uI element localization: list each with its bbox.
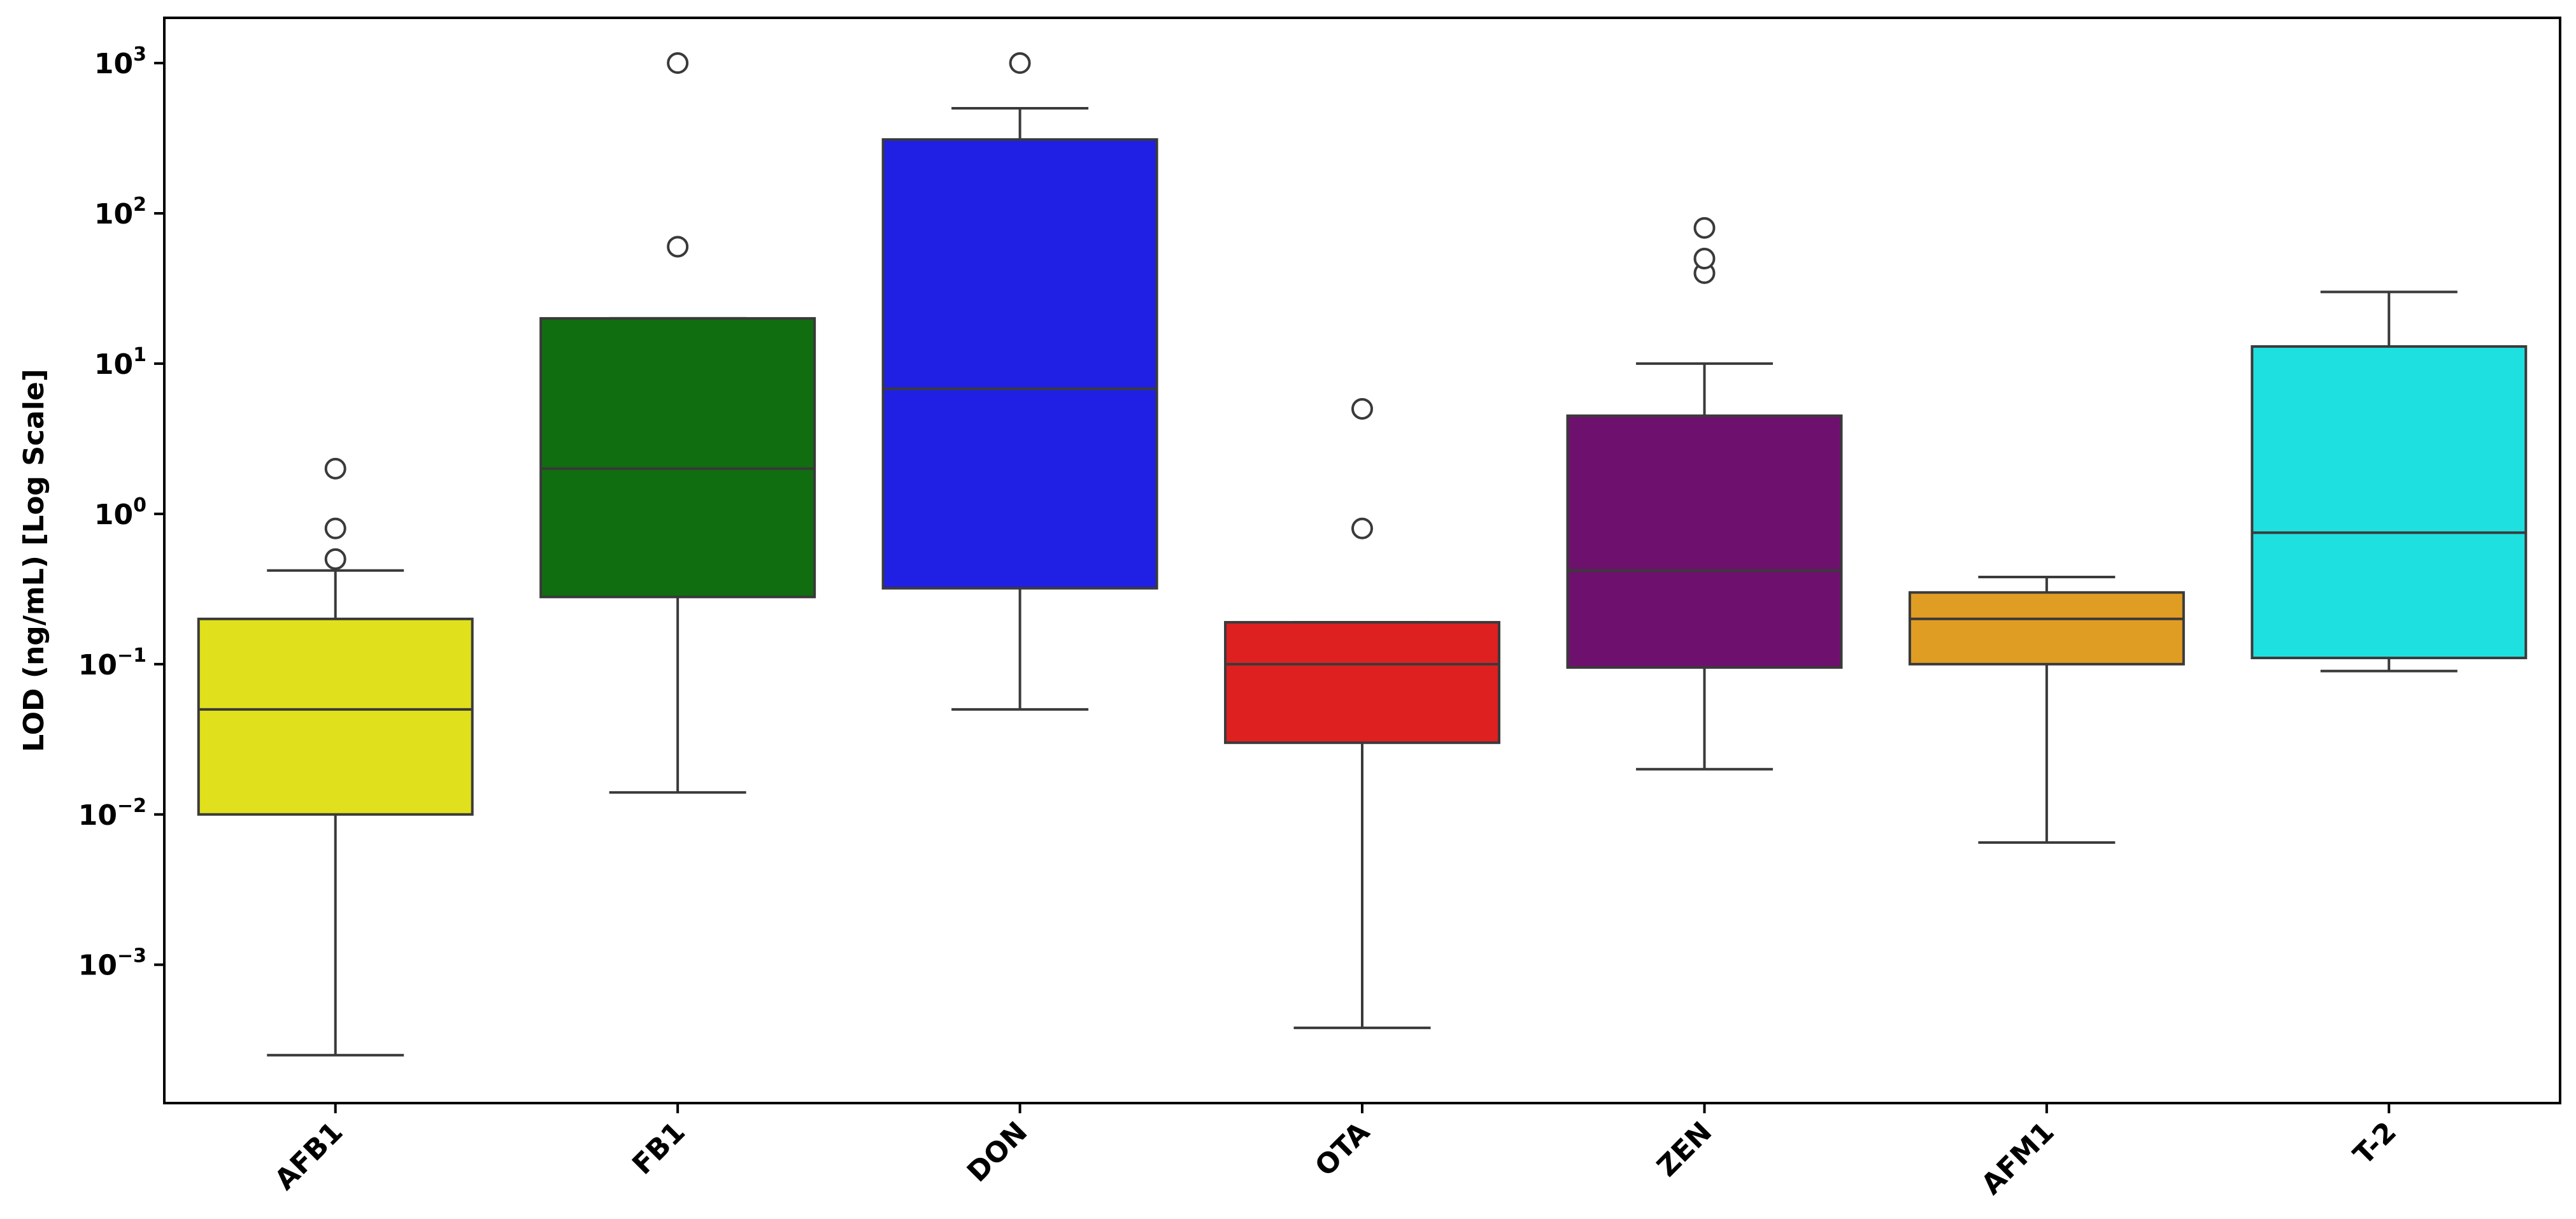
x-tick-label: FB1 bbox=[626, 1116, 692, 1181]
x-tick-label: OTA bbox=[1309, 1116, 1376, 1183]
y-tick-base: 10 bbox=[94, 348, 133, 381]
box-afb1 bbox=[197, 617, 474, 816]
y-tick-base: 10 bbox=[94, 499, 133, 531]
box-group-t-2 bbox=[2251, 290, 2528, 673]
x-tick-label: ZEN bbox=[1651, 1116, 1718, 1183]
outlier-point bbox=[324, 517, 346, 539]
y-tick-exponent: 2 bbox=[133, 194, 146, 216]
box-ota bbox=[1224, 621, 1500, 745]
outlier-point bbox=[1009, 52, 1031, 75]
x-tick-label: DON bbox=[961, 1116, 1034, 1188]
outlier-point bbox=[667, 236, 689, 258]
y-tick-label: 10−3 bbox=[78, 945, 146, 982]
box-group-afm1 bbox=[1908, 576, 2185, 844]
y-tick-exponent: 1 bbox=[133, 344, 146, 366]
y-tick-base: 10 bbox=[78, 950, 117, 982]
outlier-point bbox=[667, 52, 689, 75]
box-t-2 bbox=[2251, 345, 2528, 660]
y-tick-label: 101 bbox=[94, 344, 146, 381]
box-don bbox=[881, 138, 1158, 590]
y-tick-exponent: −1 bbox=[117, 645, 146, 667]
y-tick-base: 10 bbox=[94, 48, 133, 80]
y-tick-exponent: −3 bbox=[117, 945, 146, 967]
box-group-ota bbox=[1224, 621, 1500, 1029]
outliers-layer bbox=[324, 52, 1716, 570]
x-tick-label: AFB1 bbox=[269, 1116, 350, 1197]
y-tick-label: 102 bbox=[94, 194, 146, 231]
box-group-afb1 bbox=[197, 569, 474, 1057]
box-fb1 bbox=[539, 317, 816, 599]
outlier-point bbox=[324, 548, 346, 570]
x-tick-label: T-2 bbox=[2347, 1116, 2403, 1171]
box-zen bbox=[1566, 414, 1843, 669]
box-group-don bbox=[881, 107, 1158, 711]
y-axis-title: LOD (ng/mL) [Log Scale] bbox=[18, 369, 50, 752]
outlier-point bbox=[1351, 397, 1373, 420]
y-tick-base: 10 bbox=[78, 649, 117, 681]
y-tick-label: 103 bbox=[94, 43, 146, 80]
outlier-point bbox=[1693, 217, 1716, 239]
y-tick-label: 10−2 bbox=[78, 795, 146, 832]
outlier-point bbox=[1351, 517, 1373, 539]
outlier-point bbox=[324, 457, 346, 480]
box-afm1 bbox=[1908, 591, 2185, 666]
x-tick-label: AFM1 bbox=[1975, 1116, 2061, 1201]
outlier-point bbox=[1693, 248, 1716, 270]
x-axis: AFB1 FB1 DON OTA ZEN AFM1 T-2 bbox=[269, 1103, 2403, 1201]
y-tick-exponent: 3 bbox=[133, 43, 146, 66]
y-tick-exponent: 0 bbox=[133, 494, 146, 517]
y-tick-label: 10−1 bbox=[78, 645, 146, 681]
y-tick-exponent: −2 bbox=[117, 795, 146, 817]
box-group-fb1 bbox=[539, 317, 816, 794]
y-tick-label: 100 bbox=[94, 494, 146, 531]
boxes-layer bbox=[197, 107, 2528, 1057]
y-tick-base: 10 bbox=[78, 799, 117, 832]
box-group-zen bbox=[1566, 362, 1843, 771]
y-tick-base: 10 bbox=[94, 198, 133, 231]
